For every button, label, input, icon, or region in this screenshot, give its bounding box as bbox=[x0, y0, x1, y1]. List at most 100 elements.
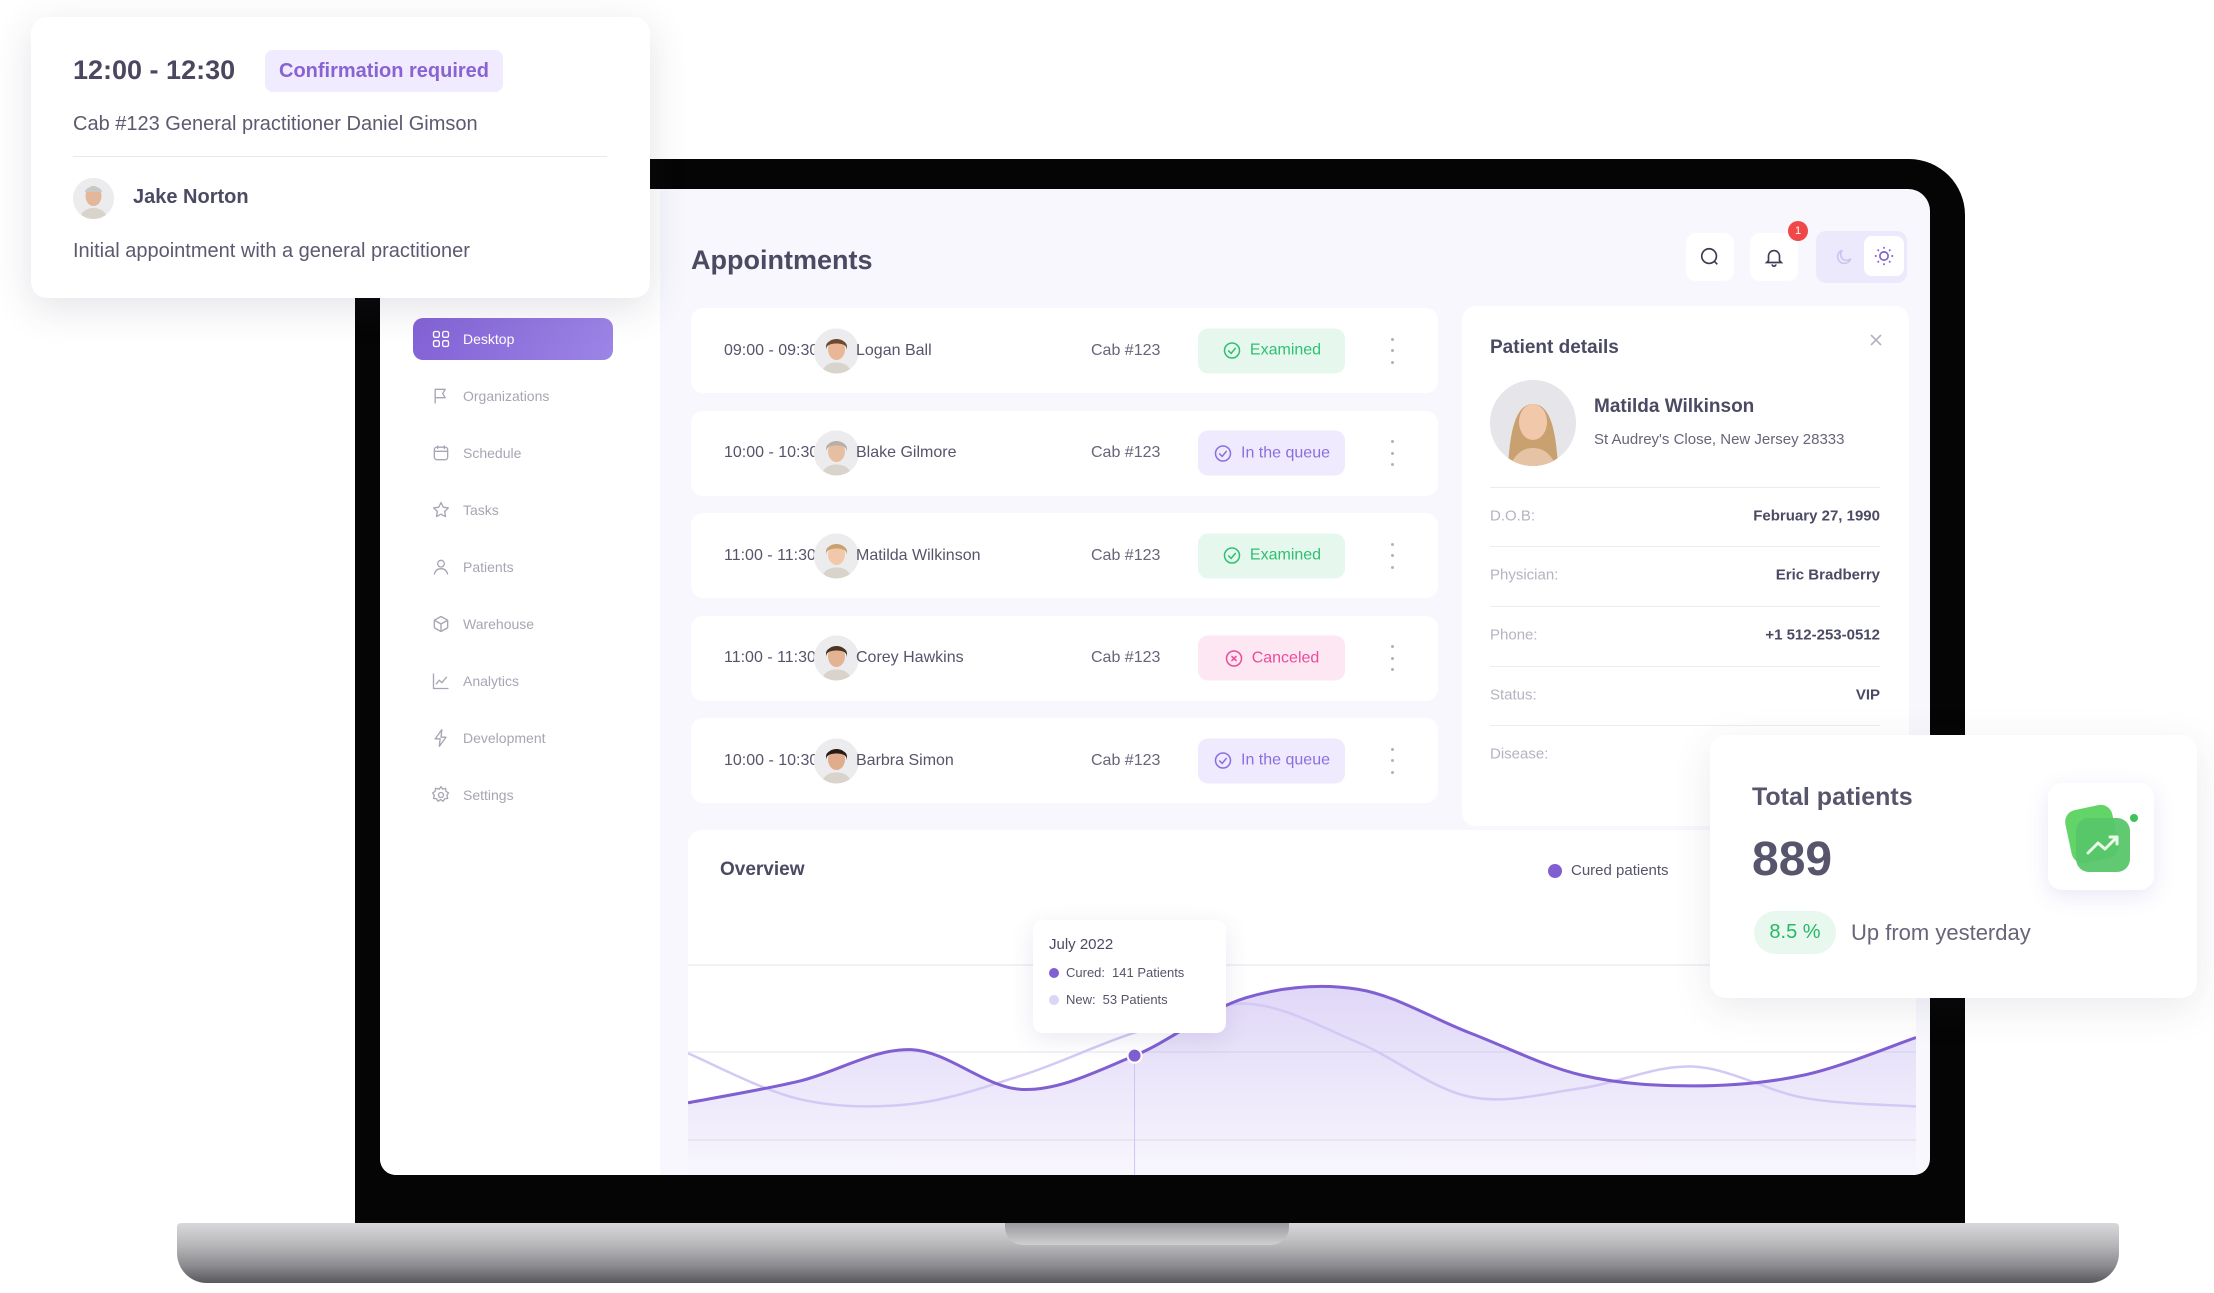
patient-avatar bbox=[814, 738, 859, 783]
cabinet: Cab #123 bbox=[1091, 649, 1161, 666]
close-button[interactable] bbox=[1866, 330, 1886, 350]
appointment-time: 09:00 - 09:30 bbox=[724, 341, 819, 359]
total-patients-card: Total patients 889 8.5 % Up from yesterd… bbox=[1710, 735, 2197, 998]
total-value: 889 bbox=[1752, 833, 1833, 886]
status-badge: Examined bbox=[1198, 533, 1345, 578]
status-label: In the queue bbox=[1241, 444, 1330, 461]
sidebar-item-label: Organizations bbox=[463, 388, 550, 404]
patient-name[interactable]: Corey Hawkins bbox=[856, 649, 964, 666]
tooltip-title: July 2022 bbox=[1049, 936, 1114, 953]
change-text: Up from yesterday bbox=[1851, 920, 2031, 945]
moon-icon bbox=[1836, 249, 1852, 265]
sidebar-item-analytics[interactable]: Analytics bbox=[413, 660, 613, 702]
sun-icon bbox=[1874, 246, 1894, 266]
appointment-time: 10:00 - 10:30 bbox=[724, 444, 819, 461]
cabinet: Cab #123 bbox=[1091, 546, 1161, 564]
more-options-button[interactable] bbox=[1388, 337, 1396, 364]
popup-divider bbox=[73, 156, 607, 157]
theme-toggle[interactable] bbox=[1816, 231, 1907, 283]
sidebar-item-tasks[interactable]: Tasks bbox=[413, 489, 613, 531]
patient-name[interactable]: Logan Ball bbox=[856, 341, 932, 359]
sidebar-item-label: Warehouse bbox=[463, 616, 535, 632]
new-value: 53 Patients bbox=[1102, 992, 1168, 1007]
flag-icon bbox=[434, 388, 446, 404]
app-screen: Desktop Organizations Schedule Tasks Patient… bbox=[380, 189, 1930, 1175]
tooltip-new: New: 53 Patients bbox=[1049, 992, 1210, 1007]
sidebar-item-patients[interactable]: Patients bbox=[413, 546, 613, 588]
field-value: VIP bbox=[1855, 686, 1880, 704]
status-label: Examined bbox=[1249, 341, 1322, 359]
cured-patients-line bbox=[688, 984, 1916, 1105]
check-circle-icon bbox=[1223, 547, 1241, 564]
confirmation-badge: Confirmation required bbox=[265, 50, 504, 92]
cured-value: 141 Patients bbox=[1112, 965, 1185, 980]
more-options-button[interactable] bbox=[1388, 747, 1396, 774]
status-label: Examined bbox=[1249, 546, 1322, 564]
field-divider bbox=[1490, 487, 1880, 488]
more-options-button[interactable] bbox=[1388, 645, 1396, 671]
patient-name: Matilda Wilkinson bbox=[1594, 396, 1755, 417]
field-divider bbox=[1490, 725, 1880, 726]
status-badge: Canceled bbox=[1198, 635, 1345, 681]
sidebar-item-settings[interactable]: Settings bbox=[413, 774, 613, 816]
legend-dot bbox=[1548, 863, 1562, 878]
chart-line-icon bbox=[432, 673, 449, 690]
notification-count: 1 bbox=[1788, 221, 1808, 241]
sidebar-item-warehouse[interactable]: Warehouse bbox=[413, 603, 613, 645]
appointment-row[interactable]: 11:00 - 11:30 Matilda Wilkinson Cab #123 Ex… bbox=[691, 513, 1438, 598]
status-label: Canceled bbox=[1251, 649, 1320, 666]
sidebar-item-schedule[interactable]: Schedule bbox=[413, 432, 613, 474]
sidebar: Desktop Organizations Schedule Tasks Patient… bbox=[380, 189, 660, 1175]
field-value: +1 512-253-0512 bbox=[1765, 626, 1880, 644]
search-button[interactable] bbox=[1686, 233, 1734, 281]
dark-mode-button[interactable] bbox=[1826, 239, 1862, 275]
notifications-button[interactable]: 1 bbox=[1750, 221, 1808, 281]
appointment-row[interactable]: 11:00 - 11:30 Corey Hawkins Cab #123 Cancel… bbox=[691, 615, 1438, 701]
overview-card: Overview Cured patients July 2022 Cured:… bbox=[688, 830, 1916, 1175]
appointment-row[interactable]: 10:00 - 10:30 Barbra Simon Cab #123 In the … bbox=[691, 718, 1438, 803]
cabinet: Cab #123 bbox=[1091, 751, 1161, 769]
appointment-row[interactable]: 09:00 - 09:30 Logan Ball Cab #123 Examined bbox=[691, 308, 1438, 393]
new-dot bbox=[1049, 994, 1059, 1005]
patient-avatar bbox=[814, 533, 859, 578]
field-divider bbox=[1490, 666, 1880, 667]
box-icon bbox=[433, 615, 449, 633]
status-badge: Examined bbox=[1198, 328, 1345, 373]
sidebar-item-desktop[interactable]: Desktop bbox=[413, 318, 613, 360]
more-options-button[interactable] bbox=[1388, 440, 1396, 466]
appointment-popup[interactable]: 12:00 - 12:30 Confirmation required Cab … bbox=[31, 17, 650, 298]
new-label: New: bbox=[1066, 992, 1096, 1007]
patient-avatar bbox=[814, 328, 859, 373]
check-circle-icon bbox=[1214, 752, 1232, 769]
sidebar-item-label: Desktop bbox=[463, 331, 515, 347]
bell-icon bbox=[1764, 249, 1784, 267]
field-label: Status: bbox=[1490, 686, 1537, 704]
check-circle-icon bbox=[1214, 444, 1232, 462]
status-badge: In the queue bbox=[1198, 738, 1345, 783]
sidebar-item-development[interactable]: Development bbox=[413, 717, 613, 759]
status-badge: In the queue bbox=[1198, 430, 1345, 476]
light-mode-button[interactable] bbox=[1864, 236, 1904, 276]
sidebar-item-organizations[interactable]: Organizations bbox=[413, 375, 613, 417]
new-patients-line bbox=[688, 1002, 1916, 1108]
bolt-icon bbox=[434, 729, 447, 747]
trend-up-icon bbox=[2065, 804, 2138, 872]
user-icon bbox=[433, 559, 449, 575]
sidebar-item-label: Settings bbox=[463, 787, 514, 803]
field-value: February 27, 1990 bbox=[1753, 507, 1880, 525]
field-value: Eric Bradberry bbox=[1775, 566, 1880, 584]
popup-description: Initial appointment with a general pract… bbox=[73, 240, 470, 262]
field-label: Phone: bbox=[1490, 626, 1538, 644]
patient-name[interactable]: Matilda Wilkinson bbox=[856, 546, 981, 564]
appointment-row[interactable]: 10:00 - 10:30 Blake Gilmore Cab #123 In the… bbox=[691, 410, 1438, 496]
sidebar-item-label: Development bbox=[463, 730, 546, 746]
overview-chart bbox=[688, 964, 1916, 1175]
field-label: Disease: bbox=[1490, 745, 1549, 763]
trend-icon-box bbox=[2048, 783, 2154, 890]
appointment-time: 11:00 - 11:30 bbox=[724, 546, 816, 564]
sidebar-item-label: Schedule bbox=[463, 445, 522, 461]
more-options-button[interactable] bbox=[1388, 542, 1396, 569]
sidebar-item-label: Tasks bbox=[463, 502, 499, 518]
patient-name[interactable]: Blake Gilmore bbox=[856, 444, 957, 461]
patient-name[interactable]: Barbra Simon bbox=[856, 751, 954, 769]
